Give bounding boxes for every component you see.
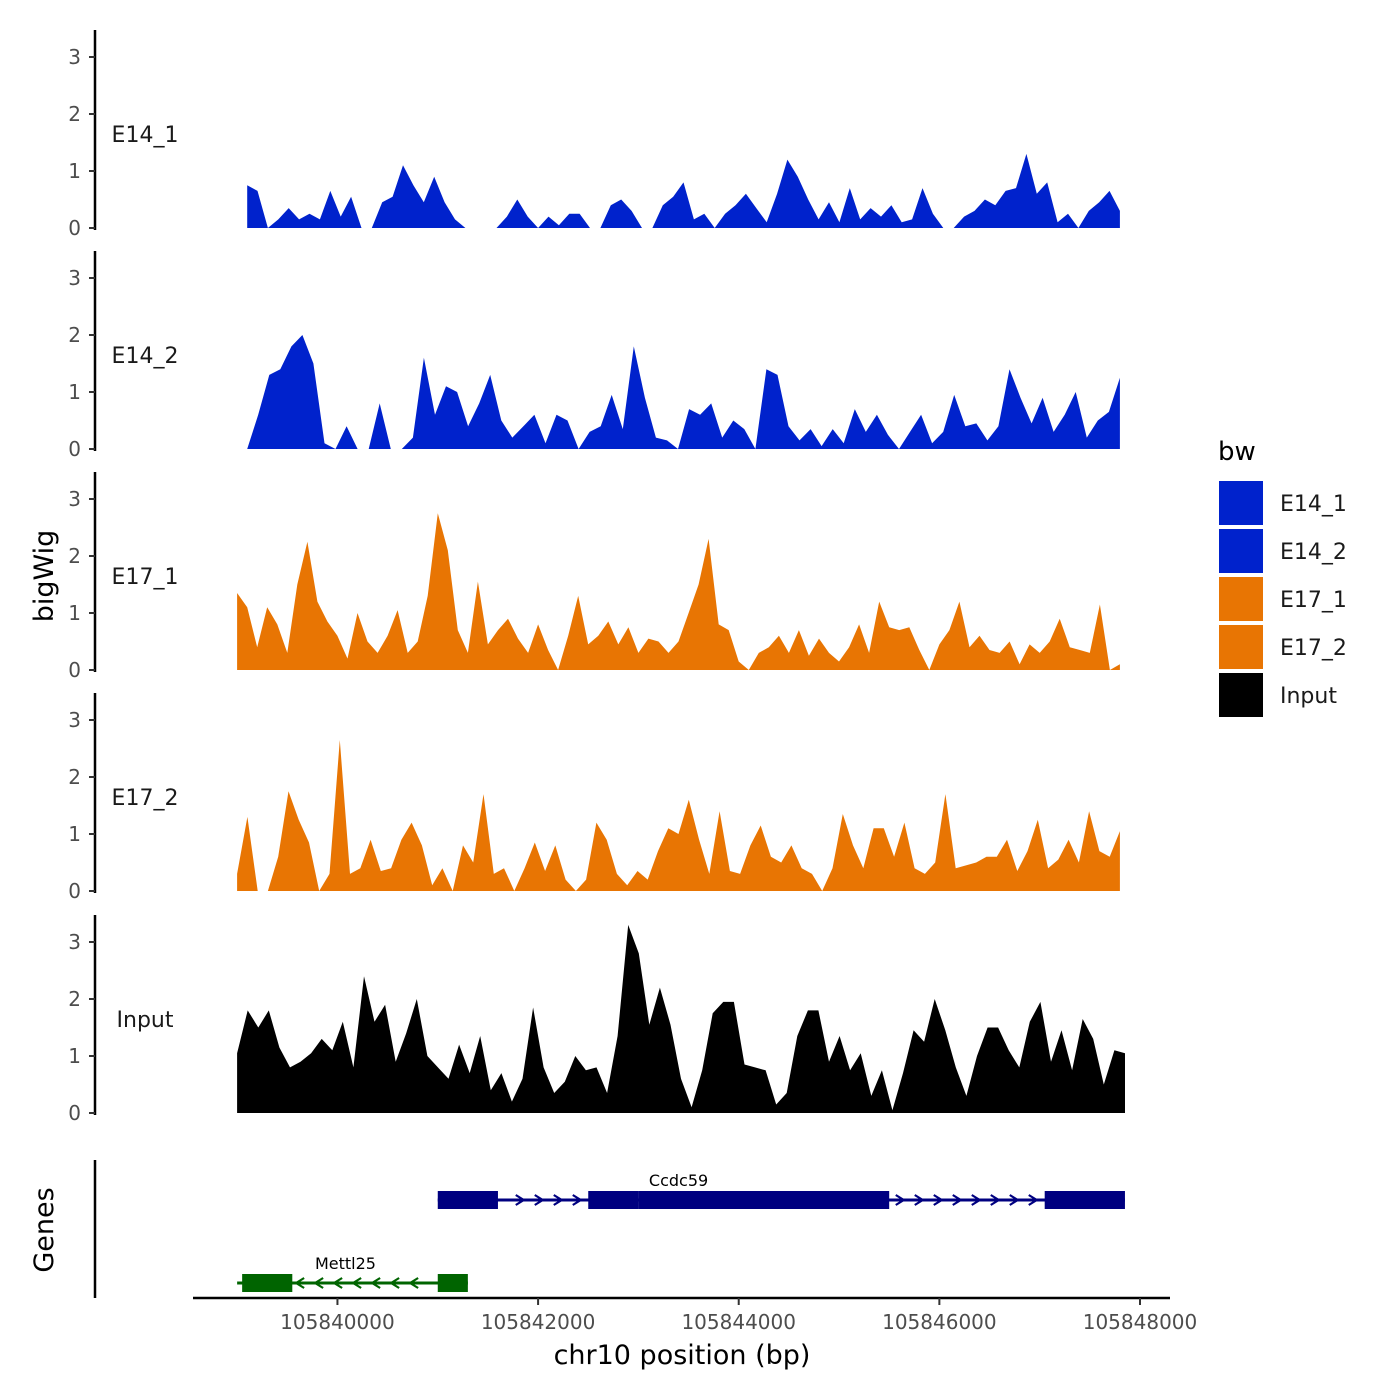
legend-label: E17_1: [1280, 588, 1347, 613]
coverage-area: [237, 513, 1120, 670]
strand-arrow: [553, 1194, 564, 1206]
y-tick-label: 0: [68, 658, 81, 682]
y-tick-label: 0: [68, 879, 81, 903]
y-tick-label: 2: [68, 323, 81, 347]
legend-label: Input: [1280, 684, 1337, 709]
coverage-area: [237, 740, 1120, 891]
y-tick-label: 1: [68, 159, 81, 183]
track-label: E14_1: [112, 123, 179, 148]
gene-exon: [242, 1274, 293, 1292]
strand-arrow: [389, 1277, 400, 1289]
y-tick-label: 3: [68, 45, 81, 69]
y-tick-label: 2: [68, 765, 81, 789]
gene-label: Mettl25: [315, 1254, 376, 1273]
y-tick-label: 1: [68, 822, 81, 846]
legend-swatch: [1217, 671, 1265, 719]
strand-arrow: [1009, 1194, 1020, 1206]
track-input: 0 1 2 3 Input: [68, 915, 1126, 1125]
y-tick-label: 2: [68, 102, 81, 126]
strand-arrow: [990, 1194, 1001, 1206]
x-tick-label: 105842000: [481, 1310, 596, 1334]
strand-arrow: [408, 1277, 419, 1289]
gene-exon: [437, 1191, 498, 1209]
x-axis: 105840000 105842000 105844000 105846000 1058…: [193, 1296, 1198, 1334]
strand-arrow: [370, 1277, 381, 1289]
genes-track: Ccdc59 Mettl25: [93, 1160, 1125, 1298]
x-tick-label: 105846000: [882, 1310, 997, 1334]
legend-swatch: [1217, 623, 1265, 671]
track-label: E17_1: [112, 565, 179, 590]
y-tick-label: 2: [68, 544, 81, 568]
legend-swatch: [1217, 527, 1265, 575]
x-tick-label: 105848000: [1083, 1310, 1198, 1334]
gene-exon: [437, 1274, 468, 1292]
track-e14-1: 0 1 2 3 E14_1: [68, 30, 1120, 240]
track-label: E17_2: [112, 786, 179, 811]
strand-arrow: [351, 1277, 362, 1289]
track-label: E14_2: [112, 344, 179, 369]
track-e17-1: 0 1 2 3 E17_1: [68, 472, 1120, 682]
gene-exon: [1044, 1191, 1125, 1209]
gene-exon: [588, 1191, 639, 1209]
strand-arrow: [971, 1194, 982, 1206]
strand-arrow: [1028, 1194, 1039, 1206]
y-tick-label: 1: [68, 1044, 81, 1068]
gene-label: Ccdc59: [649, 1171, 708, 1190]
track-e17-2: 0 1 2 3 E17_2: [68, 693, 1120, 903]
strand-arrow: [294, 1277, 305, 1289]
coverage-area: [247, 335, 1120, 449]
genes-axis-title: Genes: [29, 1187, 60, 1272]
y-tick-label: 3: [68, 266, 81, 290]
y-tick-label: 3: [68, 708, 81, 732]
strand-arrow: [914, 1194, 925, 1206]
y-tick-label: 0: [68, 216, 81, 240]
y-tick-label: 2: [68, 987, 81, 1011]
strand-arrow: [313, 1277, 324, 1289]
gene-exon: [638, 1191, 890, 1209]
y-tick-label: 3: [68, 930, 81, 954]
strand-arrow: [534, 1194, 545, 1206]
strand-arrow: [515, 1194, 526, 1206]
gene-mettl25: Mettl25: [237, 1254, 468, 1292]
strand-arrow: [952, 1194, 963, 1206]
y-tick-label: 0: [68, 1101, 81, 1125]
legend-swatch: [1217, 479, 1265, 527]
legend-title: bw: [1218, 437, 1256, 467]
strand-arrow: [895, 1194, 906, 1206]
coverage-tracks: 0 1 2 3 E14_1 0 1 2 3 E14_2 0 1 2 3 E17_1 0 1 2 3 E17_2 0 1 2 3…: [68, 30, 1126, 1125]
y-tick-label: 1: [68, 601, 81, 625]
y-tick-label: 0: [68, 437, 81, 461]
legend: bw E14_1 E14_2 E17_1 E17_2 Input: [1217, 437, 1347, 719]
y-tick-label: 1: [68, 380, 81, 404]
coverage-area: [237, 924, 1126, 1113]
strand-arrow: [332, 1277, 343, 1289]
y-axis-title: bigWig: [29, 530, 60, 623]
y-tick-label: 3: [68, 487, 81, 511]
legend-swatch: [1217, 575, 1265, 623]
coverage-area: [247, 153, 1120, 228]
x-axis-title: chr10 position (bp): [554, 1340, 811, 1371]
gene-ccdc59: Ccdc59: [437, 1171, 1125, 1209]
strand-arrow: [933, 1194, 944, 1206]
legend-label: E14_1: [1280, 492, 1347, 517]
strand-arrow: [572, 1194, 583, 1206]
track-e14-2: 0 1 2 3 E14_2: [68, 251, 1120, 461]
track-label: Input: [117, 1008, 174, 1033]
legend-label: E17_2: [1280, 636, 1347, 661]
x-tick-label: 105840000: [280, 1310, 395, 1334]
x-tick-label: 105844000: [681, 1310, 796, 1334]
legend-label: E14_2: [1280, 540, 1347, 565]
